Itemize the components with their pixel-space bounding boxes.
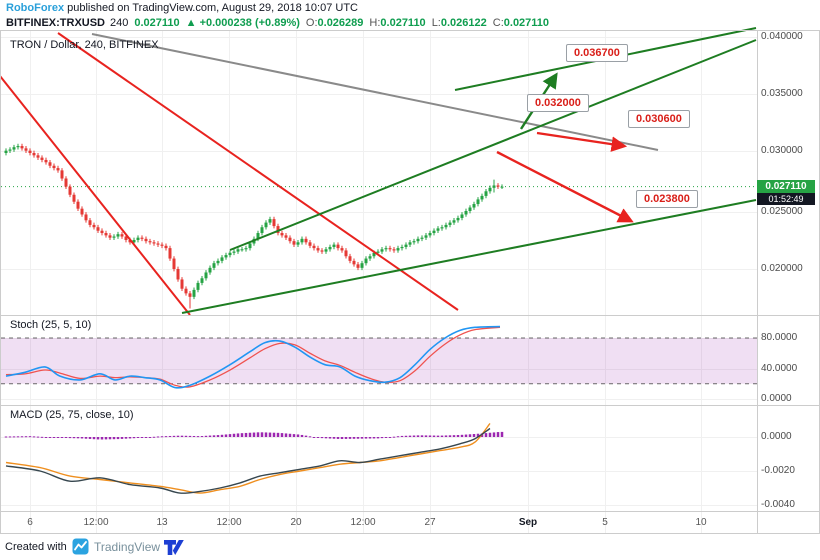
- green-channel-lower: [181, 199, 757, 314]
- red-channel-lower: [0, 75, 191, 316]
- grid: [1, 31, 757, 533]
- roboforex-brand-link[interactable]: RoboForex: [6, 2, 65, 14]
- stoch-d-line: [5, 326, 501, 388]
- stoch-plot: [1, 325, 757, 389]
- green-channel-upper: [229, 39, 757, 251]
- stoch-k-line: [5, 325, 501, 389]
- open-value: O:0.026289: [305, 17, 364, 29]
- target-down-arrow-2: [496, 150, 634, 223]
- gray-trendline: [91, 33, 659, 151]
- last-price: 0.027110: [134, 17, 180, 29]
- macd-plot: [4, 422, 504, 494]
- red-channel-upper: [57, 32, 459, 311]
- target-down-arrow-1: [536, 131, 628, 152]
- header: RoboForex published on TradingView.com, …: [6, 2, 555, 30]
- created-with-text: Created with: [5, 541, 67, 553]
- symbol-name: BITFINEX:TRXUSD: [6, 17, 105, 29]
- trend-lines[interactable]: [0, 27, 757, 316]
- pane-borders: [0, 30, 820, 534]
- tradingview-link[interactable]: TradingView: [94, 540, 161, 554]
- symbol-info-line: BITFINEX:TRXUSD 240 0.027110 ▲ +0.000238 (+…: [6, 16, 555, 30]
- high-value: H:0.027110: [369, 17, 426, 29]
- price-change: ▲ +0.000238 (+0.89%): [185, 17, 300, 29]
- close-value: C:0.027110: [492, 17, 550, 29]
- published-line: RoboForex published on TradingView.com, …: [6, 2, 555, 15]
- tradingview-mark-icon: [163, 536, 185, 558]
- low-value: L:0.026122: [431, 17, 487, 29]
- macd-line: [5, 427, 491, 494]
- macd-signal-line: [5, 422, 491, 494]
- published-text: published on TradingView.com, August 29,…: [64, 2, 358, 14]
- interval-value: 240: [110, 17, 129, 29]
- tradingview-logo-icon: [72, 538, 89, 555]
- footer: Created with TradingView: [0, 534, 820, 560]
